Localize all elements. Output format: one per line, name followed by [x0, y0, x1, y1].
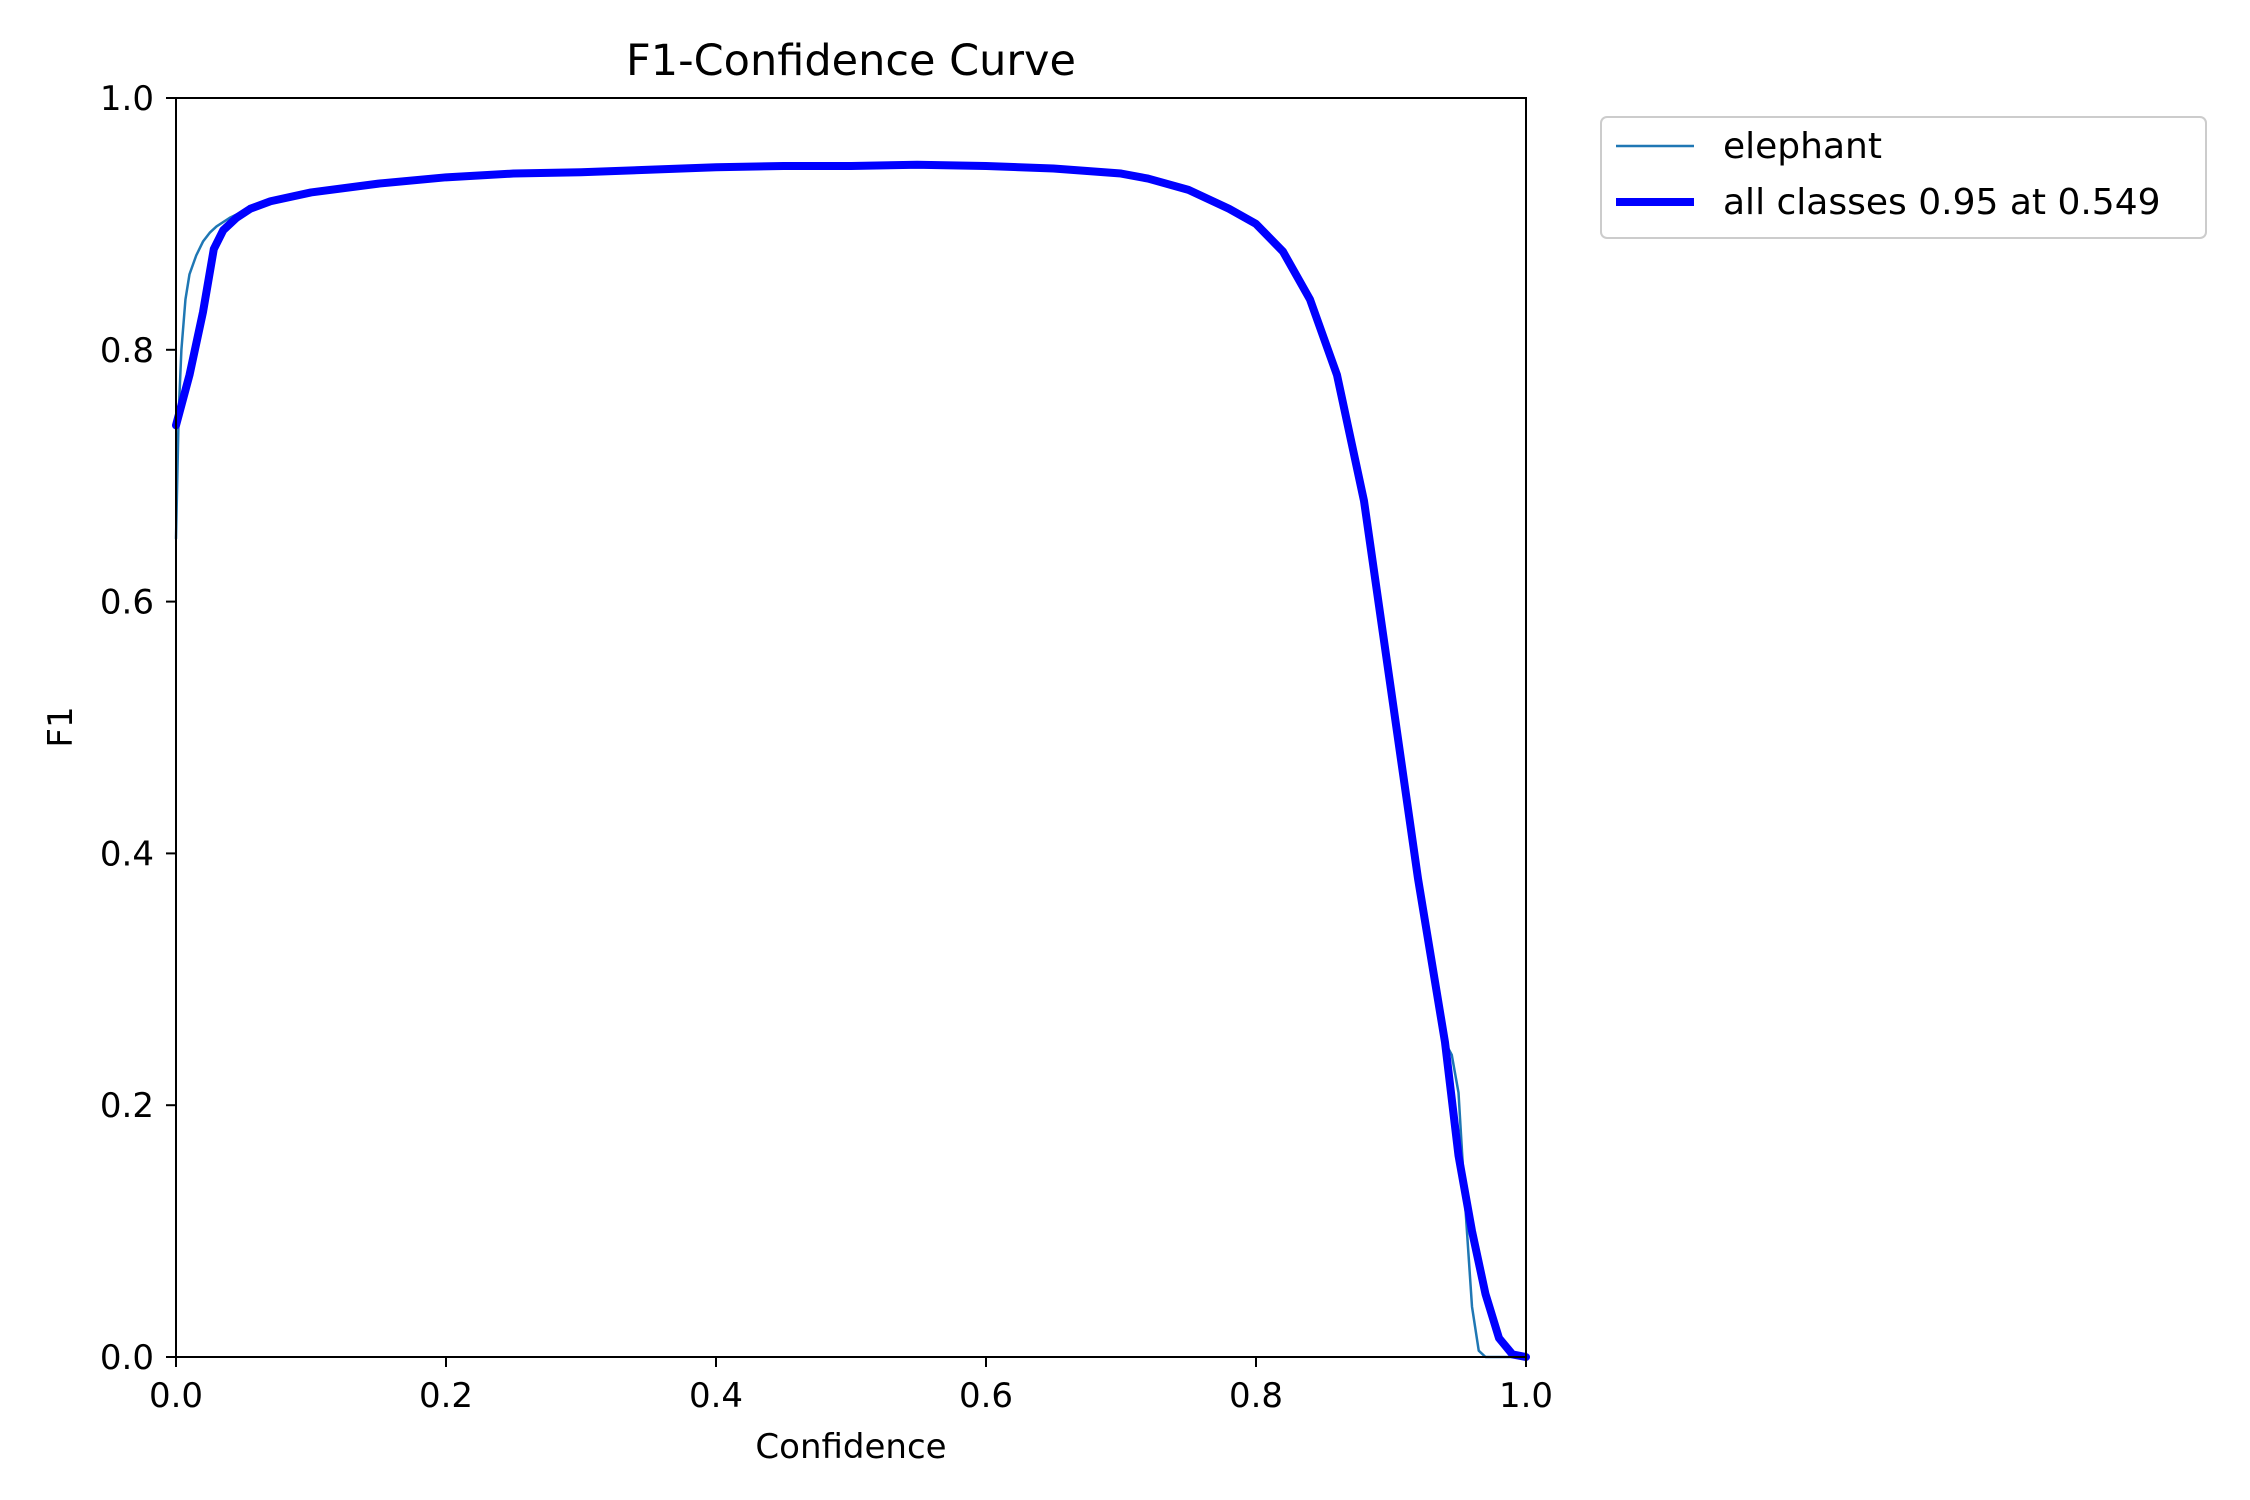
x-axis-ticks: 0.0 0.2 0.4 0.6 0.8 1.0 — [149, 1357, 1553, 1416]
legend-label-elephant: elephant — [1723, 126, 1882, 167]
x-tick-label: 1.0 — [1499, 1376, 1553, 1416]
chart-title: F1-Confidence Curve — [626, 36, 1076, 86]
y-axis-label: F1 — [41, 706, 81, 747]
y-tick-label: 1.0 — [100, 79, 154, 119]
legend: elephant all classes 0.95 at 0.549 — [1600, 116, 2207, 239]
x-tick-label: 0.6 — [959, 1376, 1013, 1416]
x-axis-label: Confidence — [755, 1427, 946, 1467]
x-tick-label: 0.2 — [419, 1376, 473, 1416]
y-tick-label: 0.6 — [100, 583, 154, 623]
x-tick-label: 0.0 — [149, 1376, 203, 1416]
series-line-1 — [172, 160, 1530, 1361]
y-tick-label: 0.8 — [100, 331, 154, 371]
plot-frame — [175, 97, 1527, 1358]
legend-box — [1600, 116, 2207, 239]
y-tick-label: 0.4 — [100, 834, 154, 874]
y-tick-label: 0.2 — [100, 1086, 154, 1126]
x-tick-label: 0.4 — [689, 1376, 743, 1416]
y-axis-ticks: 0.0 0.2 0.4 0.6 0.8 1.0 — [100, 79, 176, 1378]
series-layer — [172, 160, 1530, 1361]
y-tick-label: 0.0 — [100, 1338, 154, 1378]
legend-label-all-classes: all classes 0.95 at 0.549 — [1723, 182, 2161, 223]
x-tick-label: 0.8 — [1229, 1376, 1283, 1416]
